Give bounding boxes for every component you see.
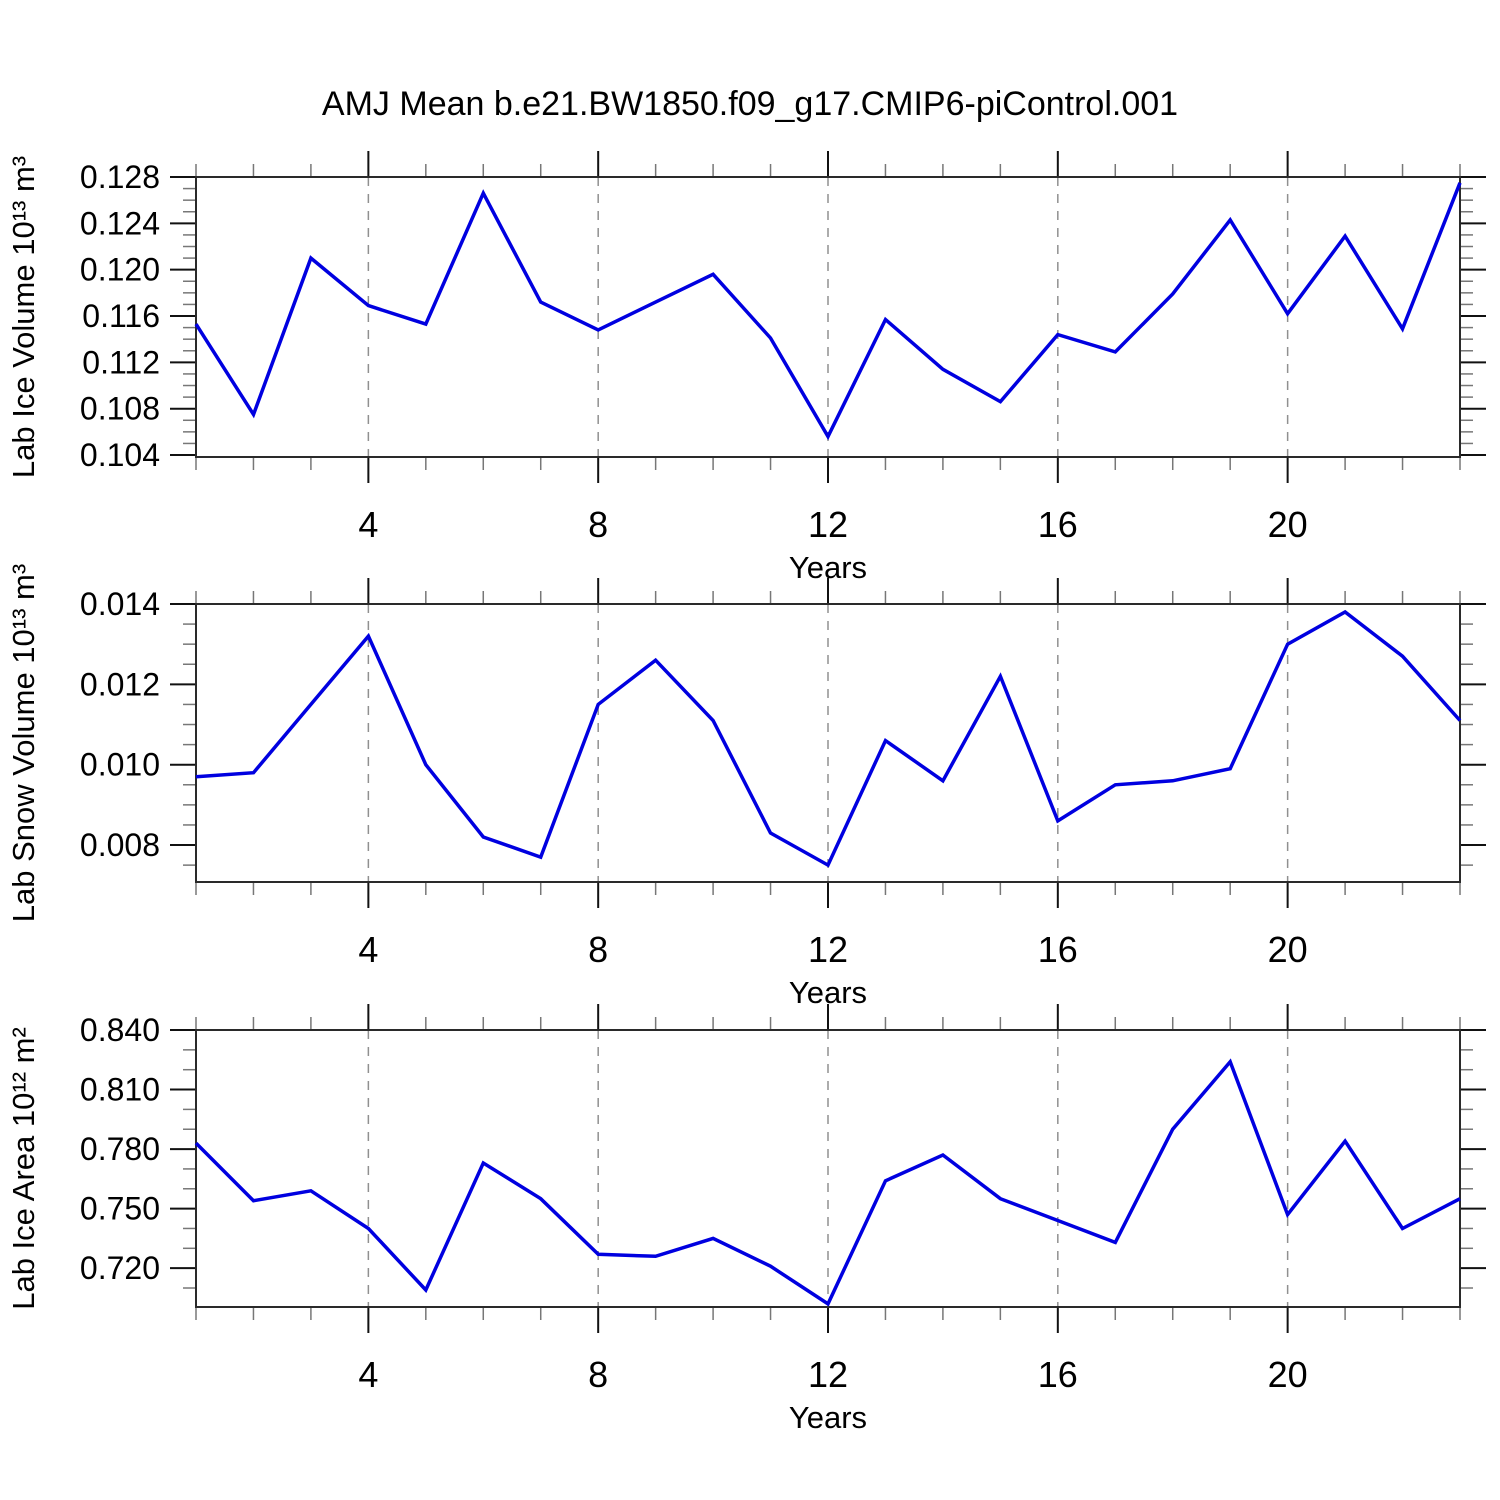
y-minor-ticks bbox=[183, 1049, 1473, 1289]
x-axis-title: Years bbox=[789, 1400, 867, 1435]
x-tick-label: 12 bbox=[808, 1354, 848, 1395]
y-tick-label: 0.108 bbox=[80, 391, 160, 427]
x-tick-label: 12 bbox=[808, 504, 848, 545]
y-minor-ticks bbox=[183, 623, 1473, 866]
y-tick-label: 0.810 bbox=[80, 1072, 160, 1108]
y-axis-title: Lab Snow Volume 10¹³ m³ bbox=[6, 564, 41, 922]
x-minor-ticks bbox=[195, 164, 1461, 470]
plot-frame bbox=[195, 1029, 1461, 1308]
x-major-ticks: 4 8 12 16 20 bbox=[358, 1004, 1308, 1395]
x-tick-label: 20 bbox=[1268, 1354, 1308, 1395]
x-tick-label: 4 bbox=[358, 1354, 378, 1395]
y-minor-ticks bbox=[183, 187, 1473, 445]
y-tick-label: 0.104 bbox=[80, 437, 160, 473]
x-tick-label: 8 bbox=[588, 1354, 608, 1395]
x-minor-ticks bbox=[195, 591, 1461, 895]
grid-lines bbox=[367, 1030, 1289, 1307]
y-tick-label: 0.116 bbox=[82, 298, 160, 334]
y-major-ticks: 0.104 0.108 0.112 0.116 0.120 0.124 0.128 bbox=[80, 159, 1486, 473]
y-axis-title: Lab Ice Area 10¹² m² bbox=[6, 1027, 41, 1310]
x-tick-label: 8 bbox=[588, 929, 608, 970]
x-tick-label: 16 bbox=[1038, 929, 1078, 970]
y-tick-label: 0.014 bbox=[80, 586, 160, 622]
grid-lines bbox=[367, 177, 1289, 457]
lab-snow-volume-line bbox=[195, 609, 1462, 868]
plot-frame bbox=[195, 603, 1461, 883]
y-tick-label: 0.120 bbox=[80, 252, 160, 288]
y-tick-label: 0.124 bbox=[80, 205, 160, 241]
x-tick-label: 4 bbox=[358, 929, 378, 970]
x-tick-label: 20 bbox=[1268, 504, 1308, 545]
x-tick-label: 16 bbox=[1038, 504, 1078, 545]
x-major-ticks: 4 8 12 16 20 bbox=[358, 151, 1308, 545]
panel-lab-ice-area: 4 8 12 16 20 0.720 0.750 0.780 0.810 0.840 Years La… bbox=[6, 1004, 1486, 1435]
x-tick-label: 8 bbox=[588, 504, 608, 545]
x-minor-ticks bbox=[195, 1017, 1461, 1320]
grid-lines bbox=[367, 604, 1289, 882]
y-tick-label: 0.750 bbox=[80, 1191, 160, 1227]
y-tick-label: 0.012 bbox=[80, 666, 160, 702]
chart-title: AMJ Mean b.e21.BW1850.f09_g17.CMIP6-piCo… bbox=[321, 85, 1179, 123]
x-tick-label: 20 bbox=[1268, 929, 1308, 970]
y-tick-label: 0.008 bbox=[80, 827, 160, 863]
y-tick-label: 0.010 bbox=[80, 747, 160, 783]
y-tick-label: 0.112 bbox=[82, 344, 160, 380]
lab-ice-area-line bbox=[194, 1058, 1461, 1307]
plot-frame bbox=[195, 176, 1461, 458]
y-tick-label: 0.128 bbox=[80, 159, 160, 195]
y-tick-label: 0.720 bbox=[80, 1250, 160, 1286]
x-major-ticks: 4 8 12 16 20 bbox=[358, 578, 1308, 970]
x-tick-label: 16 bbox=[1038, 1354, 1078, 1395]
panel-lab-ice-volume: 4 8 12 16 200.1040.1080.1120.1160.1200.1240.… bbox=[6, 151, 1486, 585]
y-axis-title: Lab Ice Volume 10¹³ m³ bbox=[6, 156, 41, 478]
y-tick-label: 0.780 bbox=[80, 1131, 160, 1167]
y-major-ticks: 0.008 0.010 0.012 0.014 bbox=[80, 586, 1486, 863]
y-tick-label: 0.840 bbox=[80, 1012, 160, 1048]
lab-ice-volume-line bbox=[194, 182, 1462, 441]
x-tick-label: 12 bbox=[808, 929, 848, 970]
y-major-ticks: 0.720 0.750 0.780 0.810 0.840 bbox=[80, 1012, 1486, 1286]
x-tick-label: 4 bbox=[358, 504, 378, 545]
